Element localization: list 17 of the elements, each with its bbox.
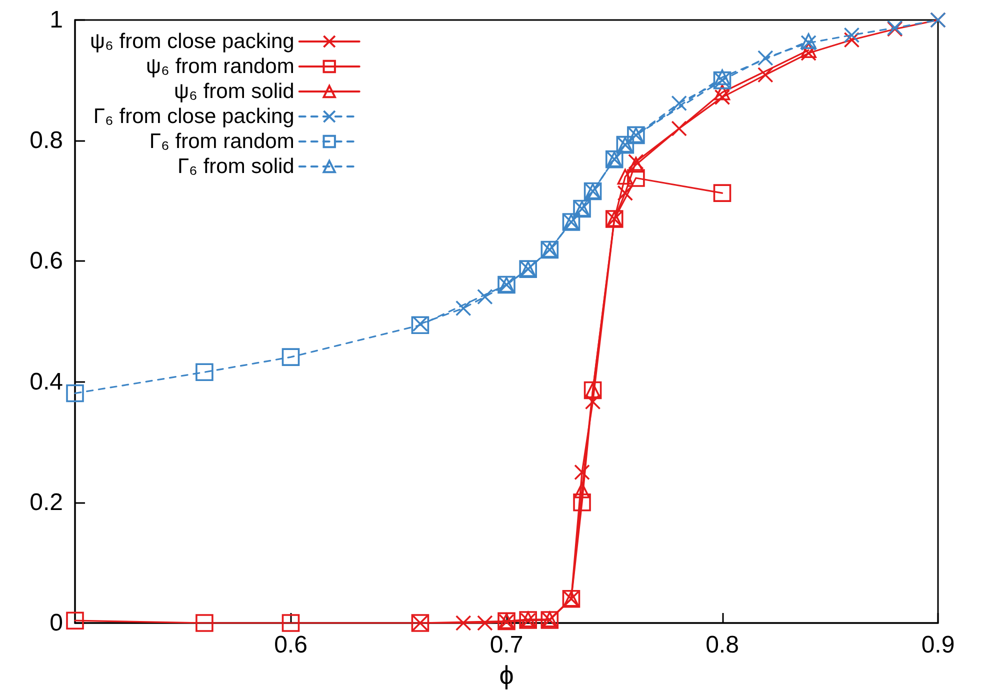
x-axis-title: ϕ: [499, 660, 514, 690]
legend-label: Γ₆ from close packing: [93, 105, 294, 128]
x-tick-label: 0.6: [274, 632, 308, 658]
y-tick-label: 0.8: [30, 127, 63, 154]
legend-label: Γ₆ from random: [149, 130, 294, 153]
y-tick-label: 0.4: [30, 368, 63, 396]
x-tick-label: 0.9: [921, 632, 955, 658]
legend-label: Γ₆ from solid: [177, 155, 294, 178]
legend-label: ψ₆ from random: [146, 55, 294, 78]
x-tick-label: 0.7: [490, 632, 524, 658]
legend-label: ψ₆ from close packing: [90, 30, 294, 53]
x-tick-label: 0.8: [706, 632, 739, 658]
y-tick-label: 1: [50, 6, 63, 34]
legend-label: ψ₆ from solid: [174, 80, 294, 103]
y-tick-label: 0.2: [30, 488, 63, 516]
y-tick-label: 0.6: [30, 248, 63, 275]
y-tick-label: 0: [50, 610, 63, 636]
